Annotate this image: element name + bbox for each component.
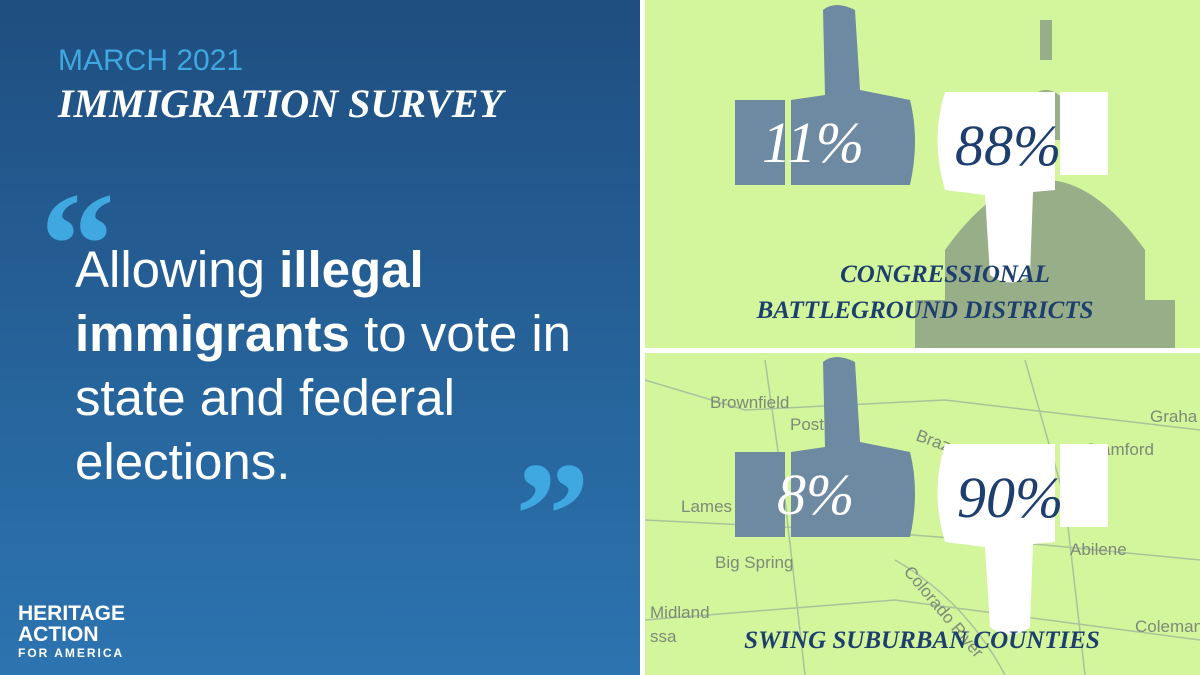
map-label: Brownfield (710, 393, 789, 412)
open-quote: “ (40, 162, 115, 328)
survey-title: IMMIGRATION SURVEY (58, 81, 503, 126)
map-label: Lames (681, 497, 732, 516)
disapprove-percent: 90% (957, 465, 1063, 530)
approve-percent: 8% (777, 462, 854, 527)
thumbs (735, 5, 1108, 635)
panel-label: SWING SUBURBAN COUNTIES (744, 627, 1100, 654)
map-label: Graha (1150, 407, 1198, 426)
left-panel: MARCH 2021 IMMIGRATION SURVEY “ ” Allowi… (0, 0, 640, 675)
thumb-pair (735, 357, 1108, 635)
thumb-pair (735, 5, 1108, 283)
quote-emphasis: illegal immigrants (75, 241, 424, 362)
approve-percent: 11% (762, 110, 864, 175)
logo-text: HERITAGE (18, 602, 125, 625)
quote-text: Allowing (75, 241, 265, 298)
map-label: Abilene (1070, 540, 1127, 559)
right-panels: Brownfield Post Brazos Stamford Graha La… (645, 0, 1200, 675)
close-quote: ” (515, 432, 590, 598)
disapprove-percent: 88% (955, 113, 1061, 178)
panel-label: CONGRESSIONAL (840, 261, 1050, 288)
quote-text: to vote in state and federal elections. (75, 305, 572, 490)
map-label: Coleman (1135, 617, 1200, 636)
logo-text: FOR AMERICA (18, 646, 125, 660)
map-label: Big Spring (715, 553, 793, 572)
map-label: Post (790, 415, 824, 434)
survey-date: MARCH 2021 (58, 44, 244, 77)
map-label: ssa (650, 627, 677, 646)
quote: Allowing illegal immigrants to vote in s… (75, 238, 575, 494)
map-label: Midland (650, 603, 710, 622)
panel-label: BATTLEGROUND DISTRICTS (756, 297, 1094, 324)
logo-text: ACTION (18, 623, 99, 646)
